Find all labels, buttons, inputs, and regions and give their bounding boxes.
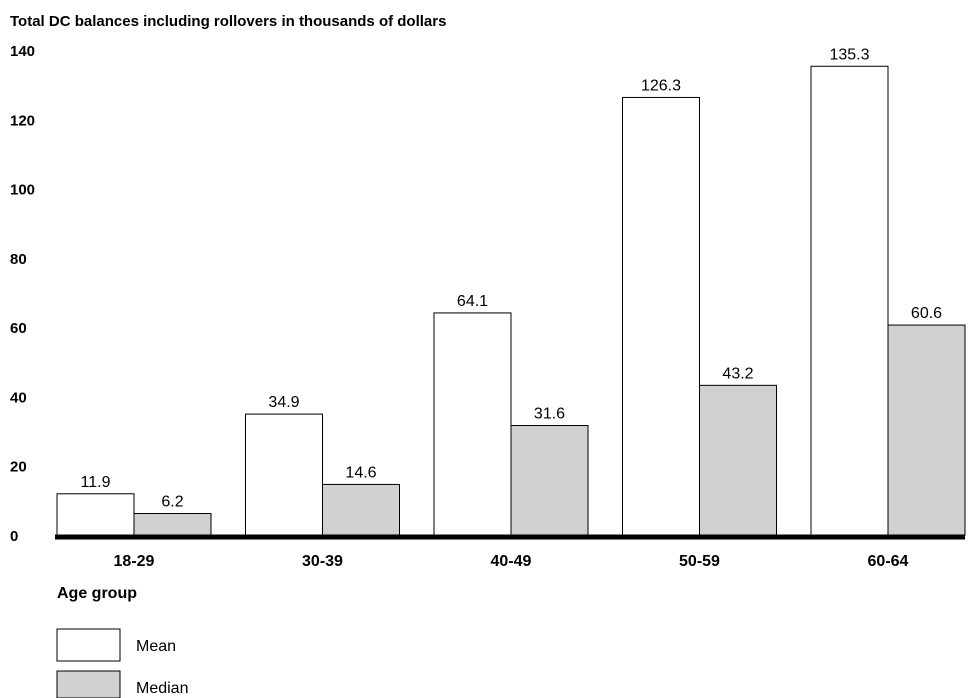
data-label-median-30-39: 14.6 — [345, 464, 376, 481]
data-label-median-50-59: 43.2 — [722, 365, 753, 382]
x-axis-label: Age group — [57, 585, 137, 602]
y-tick-label: 60 — [10, 320, 27, 337]
bar-mean-40-49 — [433, 312, 512, 536]
y-tick-label: 140 — [10, 43, 35, 60]
data-labels: 11.9 6.2 34.9 14.6 64.1 31.6 126.3 43.2 135.3 60.… — [81, 46, 943, 510]
bar-median-60-64 — [887, 324, 966, 536]
legend: Mean Median — [56, 628, 188, 698]
bars — [56, 65, 966, 536]
data-label-mean-18-29: 11.9 — [81, 474, 111, 491]
y-tick-label: 20 — [10, 459, 27, 476]
legend-swatch-median — [56, 670, 121, 698]
legend-label-median: Median — [136, 680, 188, 697]
y-tick-label: 0 — [10, 528, 18, 545]
legend-label-mean: Mean — [136, 638, 176, 655]
data-label-median-40-49: 31.6 — [534, 406, 565, 423]
bar-median-40-49 — [510, 425, 589, 536]
chart-title: Total DC balances including rollovers in… — [10, 13, 446, 30]
x-axis-ticks: 18-29 30-39 40-49 50-59 60-64 — [114, 553, 909, 570]
data-label-mean-50-59: 126.3 — [641, 77, 681, 94]
x-tick-label: 40-49 — [491, 553, 532, 570]
bar-median-50-59 — [699, 384, 777, 536]
data-label-median-60-64: 60.6 — [911, 305, 942, 322]
x-tick-label: 60-64 — [868, 553, 909, 570]
y-tick-label: 100 — [10, 182, 35, 199]
legend-swatch-mean — [56, 628, 121, 662]
data-label-mean-40-49: 64.1 — [457, 293, 488, 310]
bar-median-30-39 — [322, 483, 400, 536]
bar-mean-18-29 — [56, 493, 135, 536]
bar-median-18-29 — [133, 513, 212, 536]
data-label-mean-60-64: 135.3 — [829, 46, 869, 63]
bar-mean-60-64 — [810, 65, 889, 536]
y-axis-ticks: 0 20 40 60 80 100 120 140 — [10, 43, 35, 545]
data-label-mean-30-39: 34.9 — [268, 394, 299, 411]
x-tick-label: 50-59 — [679, 553, 720, 570]
bar-mean-30-39 — [245, 413, 323, 536]
x-tick-label: 30-39 — [302, 553, 343, 570]
y-tick-label: 40 — [10, 389, 27, 406]
y-tick-label: 120 — [10, 112, 35, 129]
x-tick-label: 18-29 — [114, 553, 155, 570]
bar-mean-50-59 — [622, 96, 700, 536]
y-tick-label: 80 — [10, 251, 27, 268]
data-label-median-18-29: 6.2 — [161, 494, 183, 511]
